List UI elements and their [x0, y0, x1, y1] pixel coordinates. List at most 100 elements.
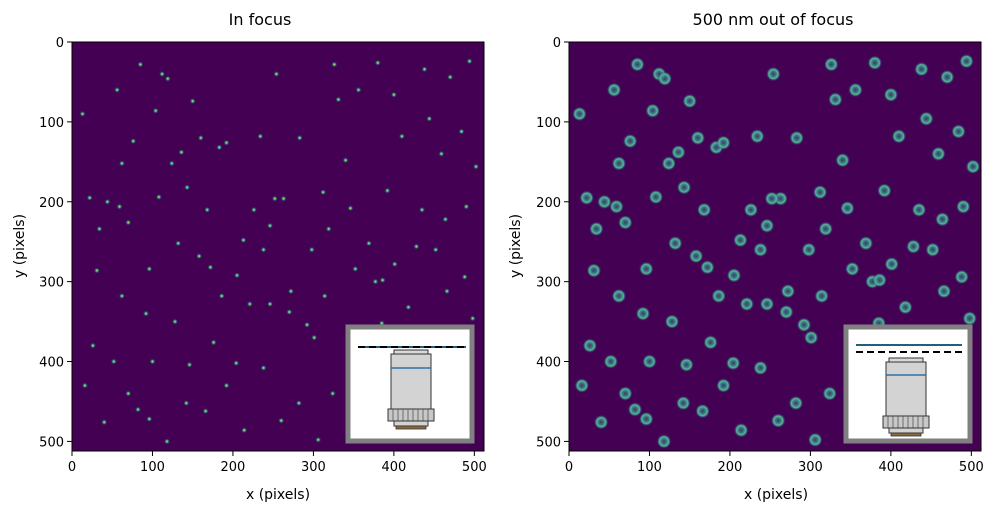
emitter-spot [175, 240, 182, 247]
emitter-spot [699, 259, 715, 275]
emitter-spot [418, 206, 426, 213]
emitter-spot [679, 357, 694, 373]
emitter-spot [954, 269, 970, 285]
emitter-spot [104, 198, 111, 205]
x-tick-label: 400 [381, 460, 406, 475]
emitter-spot [303, 321, 311, 328]
emitter-spot [204, 206, 211, 213]
emitter-spot [656, 433, 672, 449]
emitter-spot [818, 221, 834, 237]
emitter-spot [155, 193, 163, 201]
objective-inset [345, 324, 475, 444]
x-tick-label: 0 [565, 460, 573, 475]
y-tick-label: 300 [39, 276, 64, 291]
emitter-spot [883, 87, 899, 103]
panel-out-of-focus: 500 nm out of focus 0 100 200 300 400 500 0 100… [508, 10, 984, 503]
y-tick-label: 400 [536, 356, 561, 371]
emitter-spot [271, 195, 278, 202]
emitter-spot [574, 378, 590, 393]
emitter-spot [716, 378, 731, 393]
emitter-spot [617, 386, 633, 401]
emitter-spot [965, 159, 981, 175]
emitter-spot [118, 160, 126, 167]
emitter-spot [278, 417, 285, 424]
emitter-spot [611, 155, 627, 171]
emitter-spot [814, 288, 830, 304]
emitter-spot [335, 96, 342, 103]
emitter-spot [365, 240, 373, 247]
emitter-spot [759, 218, 775, 234]
emitter-spot [146, 415, 153, 423]
emitter-spot [635, 306, 651, 322]
emitter-spot [352, 265, 359, 273]
x-tick-label: 100 [140, 460, 165, 475]
emitter-spot [716, 135, 731, 151]
emitter-spot [582, 338, 598, 354]
emitter-spot [149, 358, 156, 365]
emitter-spot [872, 272, 888, 288]
emitter-spot [152, 107, 159, 114]
y-tick-label: 500 [39, 435, 64, 450]
emitter-spot [469, 315, 476, 322]
emitter-spot [823, 56, 839, 72]
emitter-spot [858, 235, 874, 251]
emitter-spot [588, 221, 604, 237]
y-axis-label: y (pixels) [508, 214, 524, 278]
emitter-spot [606, 82, 622, 98]
emitter-spot [163, 438, 171, 445]
emitter-spot [186, 361, 193, 368]
x-axis-label: x (pixels) [246, 487, 310, 503]
emitter-spot [240, 236, 247, 244]
emitter-spot [118, 292, 126, 300]
emitter-spot [749, 128, 765, 144]
emitter-spot [355, 86, 362, 94]
emitter-spot [827, 92, 843, 107]
emitter-spot [676, 179, 692, 195]
emitter-spot [664, 314, 680, 330]
emitter-spot [426, 115, 433, 122]
emitter-spot [273, 70, 280, 78]
emitter-spot [657, 71, 673, 87]
emitter-spot [110, 358, 118, 365]
emitter-spot [839, 200, 855, 216]
emitter-spot [89, 342, 97, 349]
emitter-spot [835, 152, 851, 168]
emitter-spot [461, 273, 468, 281]
emitter-layer [79, 58, 480, 445]
emitter-spot [442, 216, 449, 223]
emitter-spot [168, 160, 175, 167]
y-axis-label: y (pixels) [12, 214, 28, 278]
emitter-spot [603, 354, 619, 369]
emitter-spot [951, 124, 966, 139]
x-tick-label: 300 [301, 460, 326, 475]
y-tick-label: 300 [536, 276, 561, 291]
emitter-spot [319, 189, 327, 196]
emitter-spot [223, 382, 230, 389]
emitter-spot [413, 243, 420, 250]
emitter-spot [321, 292, 328, 300]
emitter-spot [178, 149, 185, 156]
emitter-spot [458, 128, 465, 135]
y-tick-label: 400 [39, 356, 64, 371]
emitter-spot [822, 386, 838, 401]
emitter-spot [315, 436, 322, 443]
emitter-spot [801, 242, 817, 258]
emitter-spot [331, 61, 338, 68]
emitter-spot [325, 225, 332, 233]
x-tick-label: 100 [637, 460, 662, 475]
emitter-spot [753, 360, 768, 376]
emitter-spot [622, 133, 638, 149]
emitter-spot [682, 93, 698, 109]
x-axis-label: x (pixels) [744, 487, 808, 503]
emitter-spot [905, 239, 921, 254]
emitter-spot [164, 75, 171, 82]
emitter-spot [250, 206, 258, 213]
emitter-spot [391, 260, 398, 268]
emitter-spot [379, 276, 386, 284]
x-tick-label: 0 [68, 460, 76, 475]
emitter-spot [930, 146, 946, 162]
emitter-spot [690, 130, 706, 146]
emitter-spot [260, 246, 267, 253]
emitter-spot [645, 103, 661, 119]
y-tick-label: 0 [56, 36, 64, 51]
